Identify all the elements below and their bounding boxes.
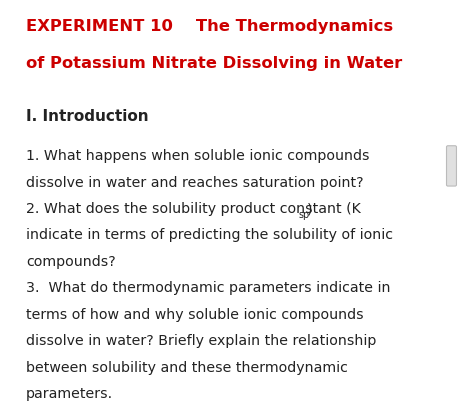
Text: 2. What does the solubility product constant (K: 2. What does the solubility product cons…	[26, 202, 361, 216]
Text: dissolve in water? Briefly explain the relationship: dissolve in water? Briefly explain the r…	[26, 334, 376, 348]
Text: between solubility and these thermodynamic: between solubility and these thermodynam…	[26, 361, 348, 375]
Text: indicate in terms of predicting the solubility of ionic: indicate in terms of predicting the solu…	[26, 228, 393, 242]
Text: dissolve in water and reaches saturation point?: dissolve in water and reaches saturation…	[26, 176, 364, 189]
Text: I. Introduction: I. Introduction	[26, 109, 149, 124]
Text: EXPERIMENT 10    The Thermodynamics: EXPERIMENT 10 The Thermodynamics	[26, 19, 393, 34]
Text: 1. What happens when soluble ionic compounds: 1. What happens when soluble ionic compo…	[26, 149, 370, 163]
Text: of Potassium Nitrate Dissolving in Water: of Potassium Nitrate Dissolving in Water	[26, 56, 402, 71]
Text: parameters.: parameters.	[26, 387, 113, 401]
Text: terms of how and why soluble ionic compounds: terms of how and why soluble ionic compo…	[26, 308, 364, 322]
Text: 3.  What do thermodynamic parameters indicate in: 3. What do thermodynamic parameters indi…	[26, 281, 391, 295]
Text: compounds?: compounds?	[26, 255, 116, 269]
Text: sp: sp	[299, 210, 310, 220]
FancyBboxPatch shape	[447, 146, 456, 186]
Text: ): )	[307, 202, 312, 216]
